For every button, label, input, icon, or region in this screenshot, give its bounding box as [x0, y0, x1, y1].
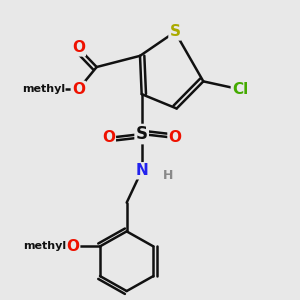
Text: O: O: [72, 40, 85, 56]
Text: methyl: methyl: [23, 242, 66, 251]
Text: O: O: [66, 239, 79, 254]
Text: Cl: Cl: [232, 82, 248, 97]
Text: S: S: [136, 125, 148, 143]
Text: S: S: [169, 24, 181, 39]
Text: O: O: [102, 130, 115, 146]
Text: O: O: [169, 130, 182, 146]
Text: O: O: [72, 82, 85, 97]
Text: H: H: [163, 169, 173, 182]
Text: N: N: [135, 163, 148, 178]
Text: methyl: methyl: [22, 84, 65, 94]
